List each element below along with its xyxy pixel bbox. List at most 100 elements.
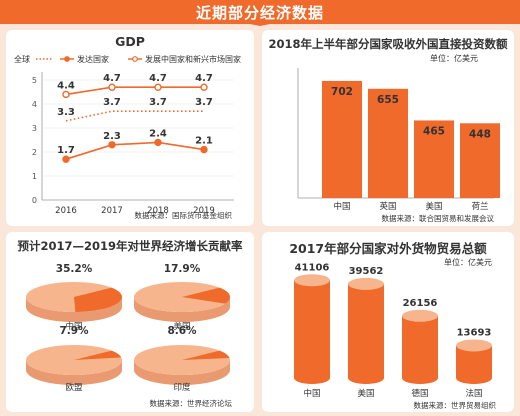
gdp-point [200,145,208,154]
fdi-category-label: 英国 [379,201,396,212]
pie-slice [182,287,230,304]
pie-side [134,360,230,385]
gdp-data-label: 3.7 [195,97,213,108]
pie-2 [26,345,122,385]
pie-category-label: 美国 [173,321,190,332]
pie-side [26,297,122,322]
trade-chart: 41106 中国 39562 美国 26156 德国 13693 法国 [294,262,492,399]
pie-slice [74,287,123,312]
fdi-title: 2018年上半年部分国家吸收外国直接投资数额 [268,37,508,51]
contrib-title: 预计2017—2019年对世界经济增长贡献率 [17,239,243,253]
gdp-point [62,155,70,163]
pie-slice [74,350,122,360]
gdp-y-tick-label: 5 [32,76,37,85]
trade-cylinder [402,309,438,384]
trade-panel: 2017年部分国家对外货物贸易总额 单位：亿美元 41106 中国 39562 美国 2… [262,232,514,412]
gdp-point [154,138,162,147]
gdp-data-label: 3.7 [149,97,167,108]
gdp-y-tick-label: 4 [32,100,37,109]
fdi-chart: 702 中国 655 英国 465 美国 448 荷兰 [297,68,500,212]
gdp-x-tick-label: 2016 [55,206,77,216]
gdp-data-label: 4.7 [195,73,213,84]
fdi-unit: 单位：亿美元 [430,54,478,63]
fdi-bar [322,80,362,198]
fdi-panel: 2018年上半年部分国家吸收外国直接投资数额 单位：亿美元 702 中国 655 英国… [262,30,514,226]
gdp-series-line-0 [65,110,204,122]
pie-value-label: 35.2% [56,263,93,275]
trade-bar [294,280,330,384]
fdi-bar-label: 655 [377,94,399,106]
trade-title: 2017年部分国家对外货物贸易总额 [289,241,487,256]
contrib-chart: 35.2% 中国 17.9% 美国 7.9% 欧盟 8.6% 印度 [26,263,230,393]
pie-0 [26,282,123,322]
gdp-point [108,141,116,149]
gdp-data-label: 2.3 [103,131,121,142]
gdp-data-label: 2.1 [195,136,213,147]
legend-label-1: 发达国家 [77,54,109,64]
legend-label-2: 发展中国家和新兴市场国家 [145,54,241,64]
pie-category-label: 印度 [173,382,191,393]
fdi-bar [368,88,408,198]
pie-slice [182,350,230,360]
pie-value-label: 17.9% [164,263,201,275]
page-title: 近期部分经济数据 [195,4,324,22]
gdp-source: 数据来源：国际货币基金组织 [134,211,233,220]
trade-category-label: 美国 [357,388,374,399]
gdp-chart: 全球 发达国家 发展中国家和新兴市场国家 0 1 2 3 4 5 2016 2017 2018 2019… [14,54,241,216]
legend-marker-2 [132,56,138,62]
gdp-y-tick-label: 0 [32,196,37,205]
gdp-data-label: 4.7 [149,73,167,84]
gdp-x-tick-label: 2017 [101,206,123,216]
trade-category-label: 法国 [465,388,482,399]
pie-3 [134,345,230,385]
trade-bar-top [402,309,438,322]
gdp-x-tick-label: 2018 [147,206,169,216]
pie-category-label: 欧盟 [65,382,83,393]
trade-cylinder [348,277,384,384]
trade-bar-label: 41106 [295,262,330,273]
gdp-legend: 全球 发达国家 发展中国家和新兴市场国家 [14,54,241,64]
gdp-data-label: 1.7 [57,145,75,156]
legend-label-global: 全球 [14,54,30,64]
trade-bar-top [456,339,492,352]
trade-source: 数据来源：世界贸易组织 [413,401,497,410]
gdp-point [200,83,208,91]
trade-bar [456,345,492,384]
trade-category-label: 中国 [303,388,320,399]
trade-bar-label: 39562 [349,266,384,277]
trade-bar-label: 26156 [403,298,438,309]
header-banner: 近期部分经济数据 [0,0,520,26]
trade-bar-label: 13693 [457,327,492,338]
fdi-bar [414,120,454,198]
gdp-y-tick-label: 1 [32,172,37,181]
trade-cylinder [456,339,492,384]
contrib-panel: 预计2017—2019年对世界经济增长贡献率 35.2% 中国 17.9% 美国 7.9… [6,232,254,412]
gdp-data-label: 2.4 [149,128,167,139]
gdp-data-label: 3.3 [57,107,75,118]
gdp-x-tick-label: 2019 [193,206,215,216]
pie-value-label: 8.6% [167,325,197,337]
gdp-y-tick-label: 3 [32,124,37,133]
contrib-source: 数据来源：世界经济论坛 [149,399,233,408]
trade-bar [402,315,438,384]
trade-category-label: 德国 [411,388,428,399]
pie-side [26,360,122,385]
fdi-bar-label: 702 [331,86,353,98]
fdi-bar [460,123,500,198]
gdp-data-label: 3.7 [103,97,121,108]
gdp-series-line-2 [65,86,204,96]
gdp-y-tick-label: 2 [32,148,37,157]
fdi-category-label: 荷兰 [471,201,488,212]
legend-marker-1 [64,56,70,62]
fdi-bar-label: 465 [423,125,445,137]
fdi-source: 数据来源：联合国贸易和发展会议 [381,214,495,223]
trade-bar-top [348,277,384,290]
pie-side [134,297,230,322]
trade-cylinder [294,274,330,384]
gdp-point [108,83,116,91]
trade-unit: 单位：亿美元 [444,258,492,267]
trade-bar [348,283,384,384]
gdp-point [154,83,162,91]
gdp-panel: GDP 全球 发达国家 发展中国家和新兴市场国家 0 1 2 3 4 5 2016 2017 2018… [6,30,254,226]
